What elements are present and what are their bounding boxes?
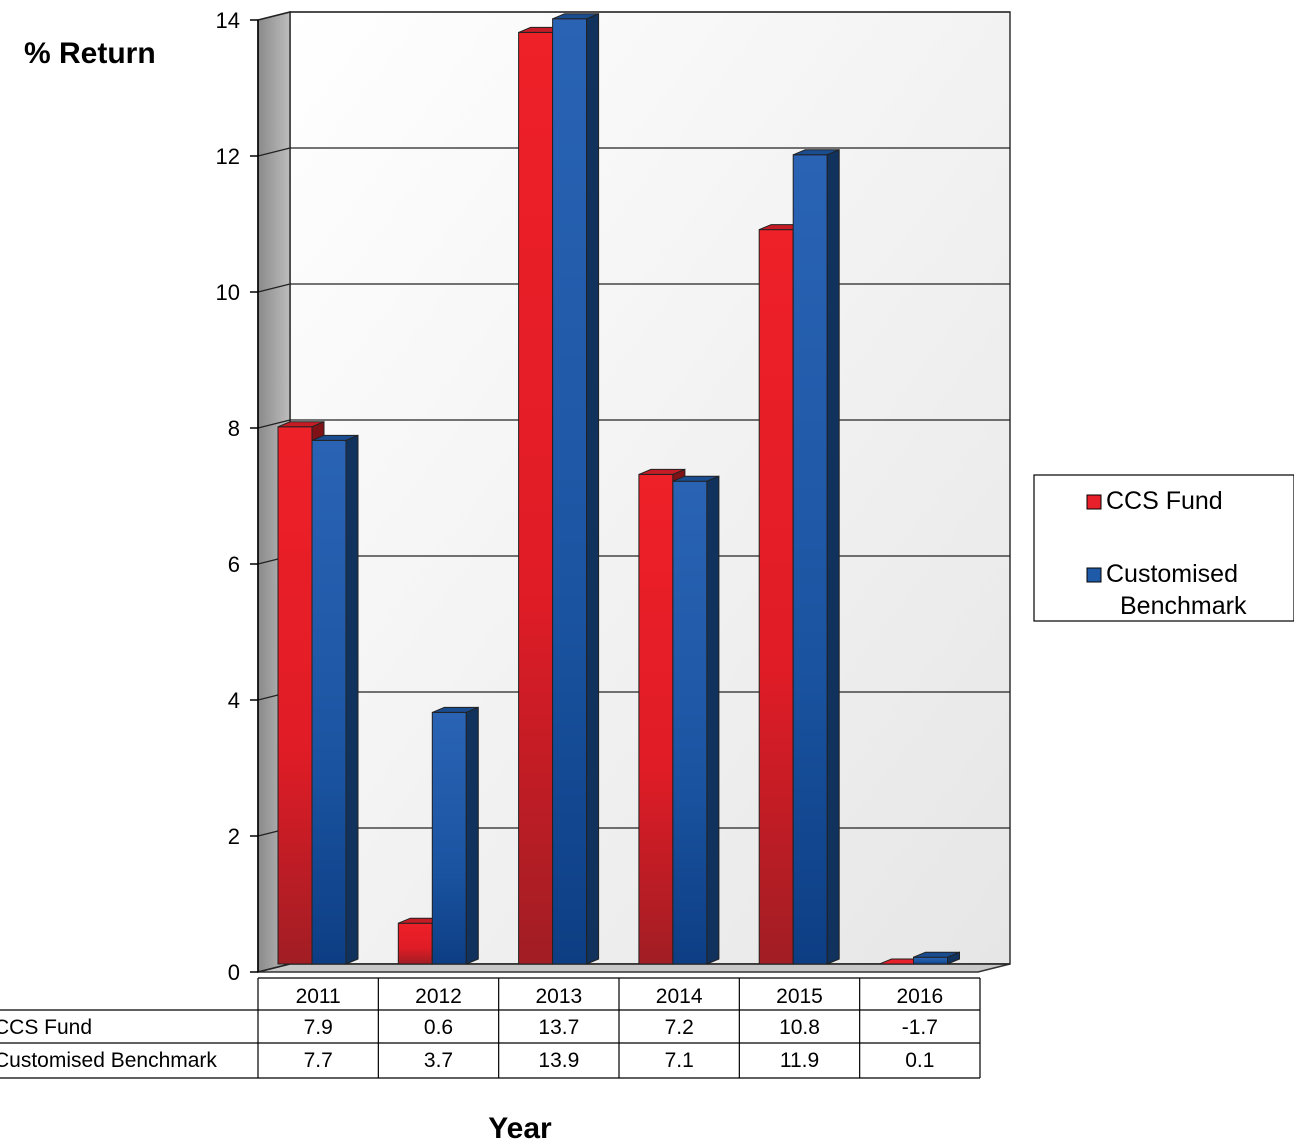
data-label: 7.9	[304, 1016, 333, 1039]
gridline-side	[257, 283, 291, 293]
bar-front	[431, 711, 467, 965]
legend-label: Benchmark	[1120, 592, 1247, 620]
legend-swatch	[1086, 567, 1102, 583]
data-label: 13.7	[538, 1016, 579, 1039]
bar-side	[947, 951, 960, 965]
data-label: 3.7	[424, 1049, 453, 1072]
data-label: 7.2	[665, 1016, 694, 1039]
y-tick-label: 12	[216, 144, 240, 169]
bar-benchmark-2013	[552, 13, 600, 965]
gridline-side	[257, 963, 291, 973]
bar-front	[672, 480, 708, 965]
legend-swatch	[1086, 494, 1102, 510]
bar-benchmark-2015	[792, 149, 840, 965]
x-tick-label: 2016	[896, 985, 943, 1008]
table-series-name: CCS Fund	[0, 1016, 92, 1039]
gridline-side	[257, 11, 291, 21]
x-tick-label: 2012	[415, 985, 462, 1008]
bar-benchmark-2012	[431, 706, 479, 965]
y-tick-label: 2	[228, 824, 240, 849]
y-tick-label: 6	[228, 552, 240, 577]
data-label: 0.6	[424, 1016, 453, 1039]
bar-side	[826, 149, 840, 965]
bar-benchmark-2014	[672, 475, 720, 965]
y-tick-label: 8	[228, 416, 240, 441]
data-label: 10.8	[779, 1016, 820, 1039]
y-tick-label: 14	[216, 8, 240, 33]
bar-front	[913, 956, 948, 965]
bar-front	[518, 31, 554, 965]
data-label: 0.1	[905, 1049, 934, 1072]
bar-front	[277, 426, 313, 965]
data-label: 7.7	[304, 1049, 333, 1072]
gridline-side	[257, 147, 291, 157]
data-label: 13.9	[538, 1049, 579, 1072]
x-tick-label: 2014	[656, 985, 703, 1008]
data-label: 11.9	[780, 1049, 819, 1072]
table-series-name: Customised Benchmark	[0, 1049, 217, 1072]
y-axis: 0 2 4 6 8 10 12 14	[216, 8, 259, 985]
y-tick-label: 10	[216, 280, 240, 305]
y-axis-label: % Return	[24, 37, 156, 70]
x-tick-label: 2015	[776, 985, 823, 1008]
bar-front	[758, 229, 794, 965]
bar-front	[552, 18, 588, 965]
bar-front	[311, 439, 347, 965]
legend: CCS Fund Customised Benchmark	[1033, 474, 1294, 622]
y-tick-label: 4	[228, 688, 240, 713]
legend-item-ccs-fund: CCS Fund	[1086, 487, 1223, 515]
bars	[277, 13, 960, 965]
x-tick-label: 2011	[296, 985, 341, 1008]
data-table: 2011 2012 2013 2014 2015 2016 CCS Fund 7.9 0.6 13…	[0, 977, 981, 1079]
y-tick-label: 0	[228, 960, 240, 985]
bar-benchmark-2016	[913, 951, 960, 965]
gridline-side	[257, 419, 291, 429]
bar-front	[638, 473, 674, 965]
bar-side	[586, 13, 600, 965]
bar-front	[397, 922, 433, 965]
legend-label: Customised	[1106, 560, 1238, 588]
data-label: 7.1	[665, 1049, 694, 1072]
legend-box	[1033, 474, 1294, 622]
legend-label: CCS Fund	[1106, 487, 1223, 515]
x-tick-label: 2013	[535, 985, 582, 1008]
legend-item-benchmark: Customised Benchmark	[1086, 560, 1247, 620]
bar-side	[345, 434, 359, 965]
data-label: -1.7	[902, 1016, 938, 1039]
bar-side	[706, 475, 720, 965]
bar-benchmark-2011	[311, 434, 359, 965]
chart-floor	[257, 963, 1011, 973]
bar-front	[792, 154, 828, 965]
x-axis-label: Year	[488, 1112, 552, 1145]
bar-side	[465, 706, 479, 965]
